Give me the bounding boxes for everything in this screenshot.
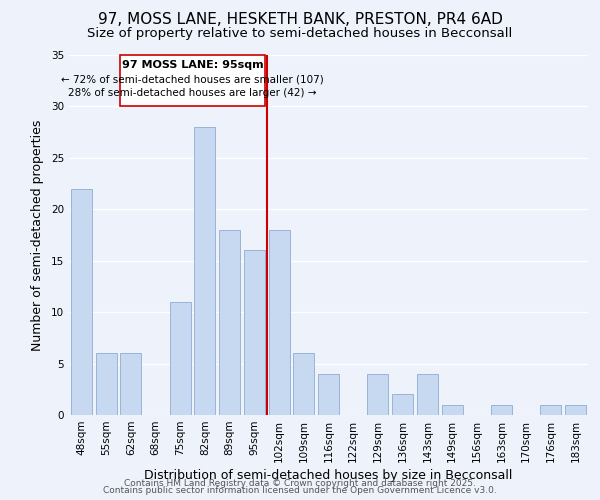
Bar bbox=[244, 250, 265, 415]
Bar bbox=[392, 394, 413, 415]
FancyBboxPatch shape bbox=[119, 55, 265, 106]
Bar bbox=[120, 354, 141, 415]
Text: Size of property relative to semi-detached houses in Becconsall: Size of property relative to semi-detach… bbox=[88, 28, 512, 40]
Y-axis label: Number of semi-detached properties: Number of semi-detached properties bbox=[31, 120, 44, 350]
Text: 28% of semi-detached houses are larger (42) →: 28% of semi-detached houses are larger (… bbox=[68, 88, 317, 98]
Bar bbox=[318, 374, 339, 415]
Bar bbox=[541, 404, 562, 415]
Bar bbox=[491, 404, 512, 415]
X-axis label: Distribution of semi-detached houses by size in Becconsall: Distribution of semi-detached houses by … bbox=[145, 469, 512, 482]
Bar bbox=[95, 354, 116, 415]
Bar bbox=[269, 230, 290, 415]
Bar bbox=[417, 374, 438, 415]
Text: Contains HM Land Registry data © Crown copyright and database right 2025.: Contains HM Land Registry data © Crown c… bbox=[124, 478, 476, 488]
Text: Contains public sector information licensed under the Open Government Licence v3: Contains public sector information licen… bbox=[103, 486, 497, 495]
Text: ← 72% of semi-detached houses are smaller (107): ← 72% of semi-detached houses are smalle… bbox=[61, 74, 324, 85]
Text: 97, MOSS LANE, HESKETH BANK, PRESTON, PR4 6AD: 97, MOSS LANE, HESKETH BANK, PRESTON, PR… bbox=[98, 12, 502, 28]
Bar bbox=[442, 404, 463, 415]
Bar bbox=[170, 302, 191, 415]
Bar bbox=[565, 404, 586, 415]
Bar bbox=[194, 127, 215, 415]
Text: 97 MOSS LANE: 95sqm: 97 MOSS LANE: 95sqm bbox=[122, 60, 263, 70]
Bar bbox=[367, 374, 388, 415]
Bar bbox=[71, 188, 92, 415]
Bar bbox=[219, 230, 240, 415]
Bar bbox=[293, 354, 314, 415]
